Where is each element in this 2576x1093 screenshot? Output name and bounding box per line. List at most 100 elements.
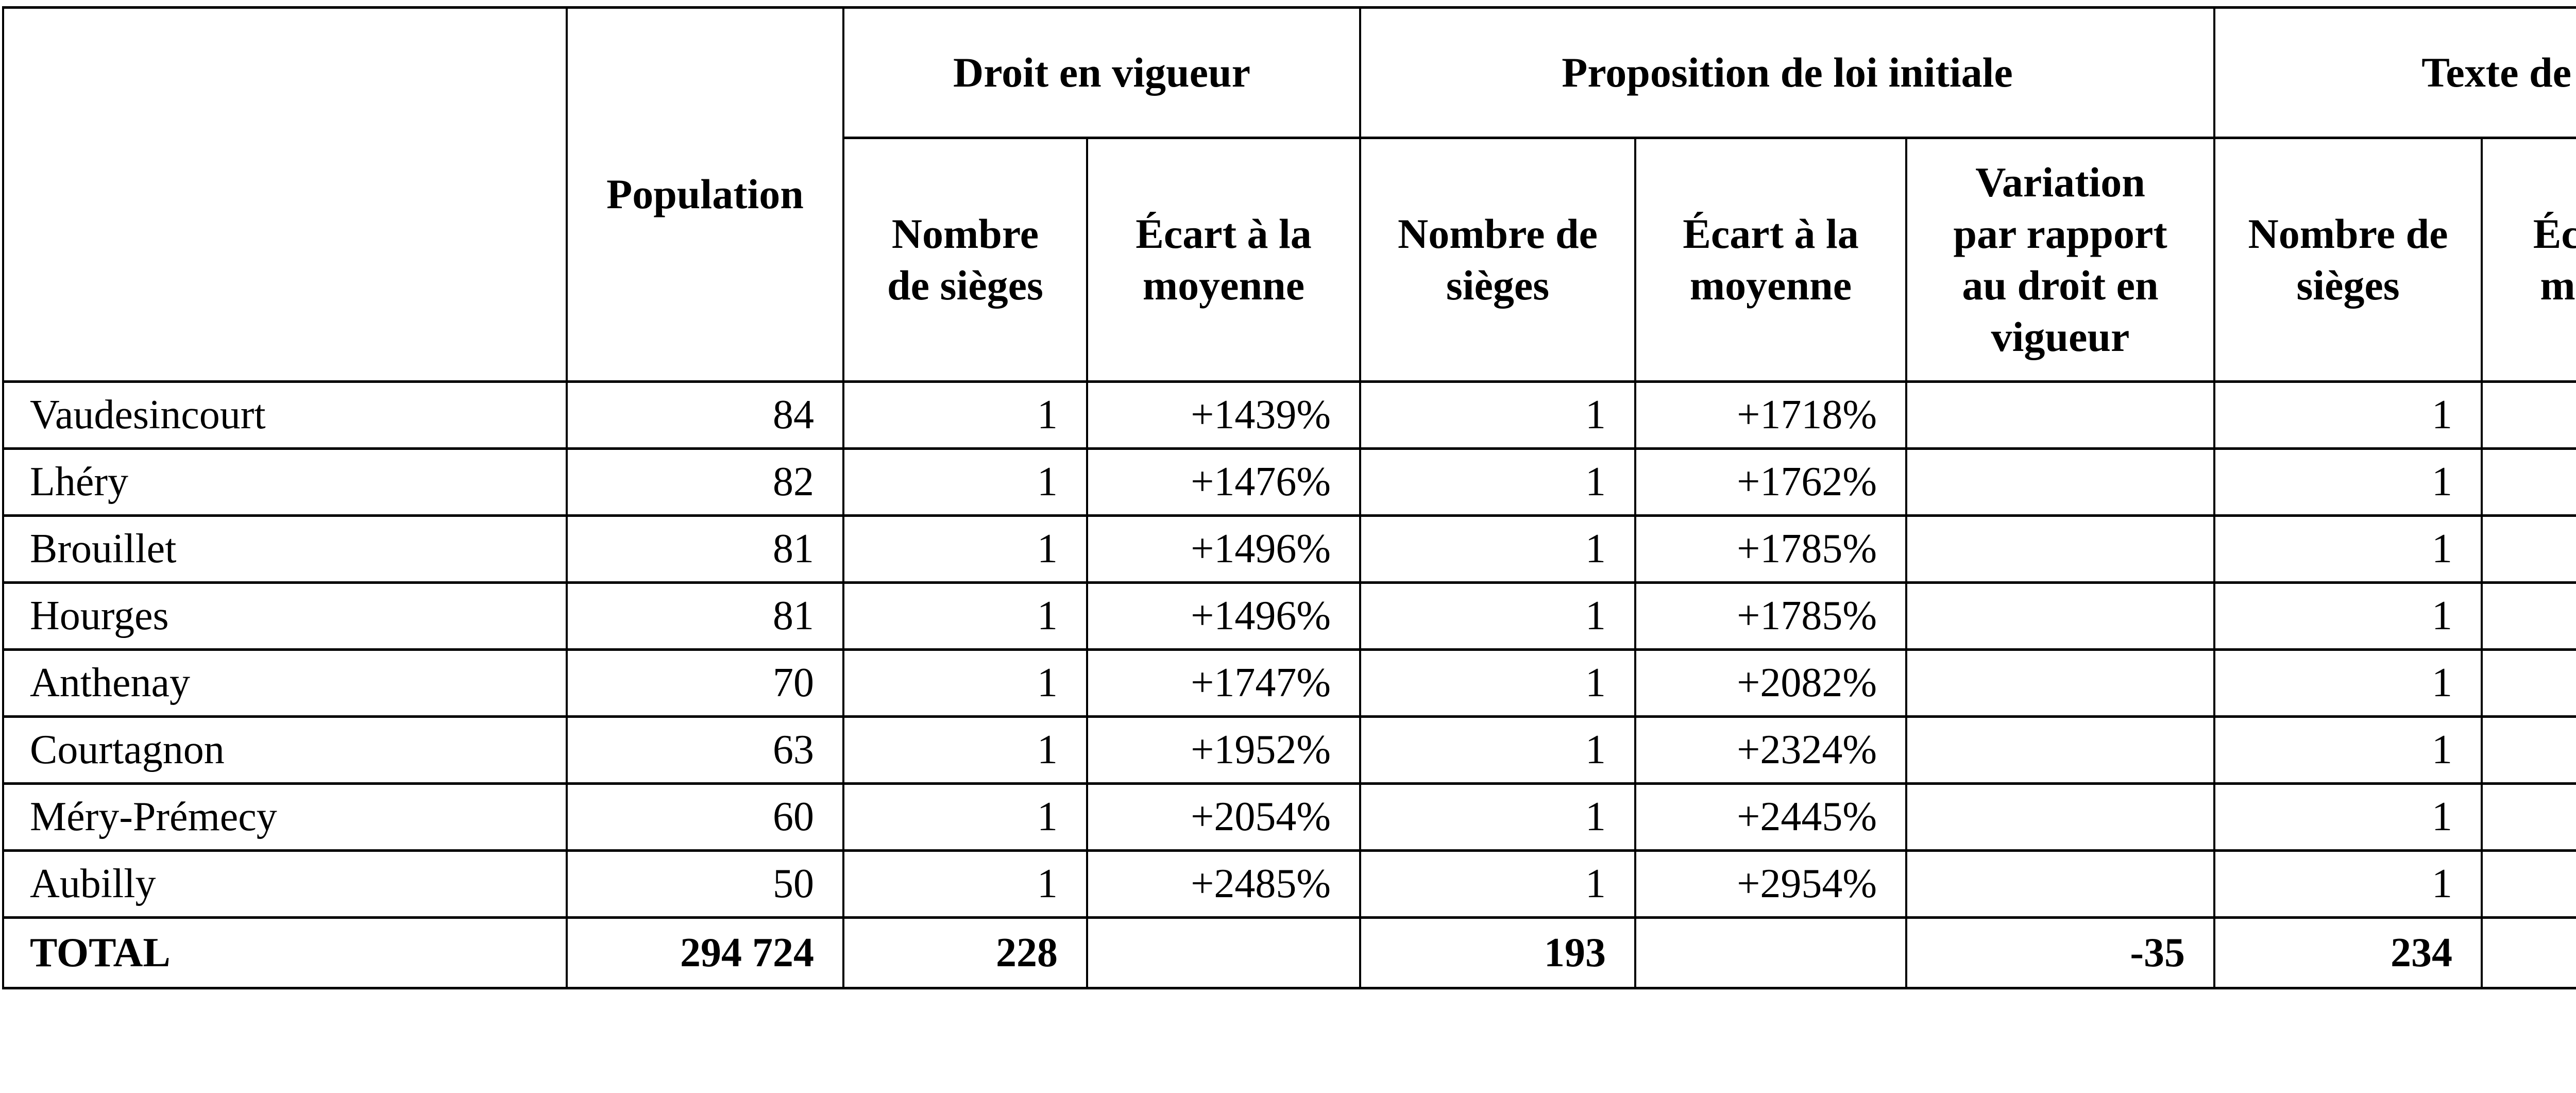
group-header-row: Population Droit en vigueur Proposition … (2, 6, 2576, 383)
gap-commission-cell: +1999% (2481, 782, 2576, 852)
variation-proposal-cell (1905, 514, 2216, 584)
population-cell: 70 (566, 648, 844, 718)
commune-name: Vaudesincourt (2, 380, 568, 450)
gap-current-cell: +1496% (1086, 514, 1362, 584)
seats-proposal-cell: 1 (1359, 715, 1637, 785)
gap-proposal-cell: +1762% (1634, 447, 1908, 517)
seat-allocation-table: Population Droit en vigueur Proposition … (2, 6, 2576, 989)
col-header-seats-commission: Nombre de sièges (2213, 137, 2483, 383)
gap-proposal-cell: +1785% (1634, 581, 1908, 651)
seats-commission-cell: 1 (2213, 514, 2483, 584)
population-cell: 50 (566, 849, 844, 919)
commune-name: Courtagnon (2, 715, 568, 785)
commune-name: Méry-Prémecy (2, 782, 568, 852)
table-header: Population Droit en vigueur Proposition … (2, 6, 2576, 383)
seats-current-cell: 1 (842, 849, 1088, 919)
gap-proposal-cell: +1718% (1634, 380, 1908, 450)
col-header-seats-proposal: Nombre de sièges (1359, 137, 1637, 383)
seats-current-cell: 228 (842, 916, 1088, 989)
seats-proposal-cell: 1 (1359, 648, 1637, 718)
corner-cell (2, 6, 568, 383)
seats-commission-cell: 1 (2213, 715, 2483, 785)
population-header: Population (566, 6, 844, 383)
gap-proposal-cell: +2954% (1634, 849, 1908, 919)
gap-proposal-cell: +2082% (1634, 648, 1908, 718)
gap-proposal-cell: +2324% (1634, 715, 1908, 785)
population-cell: 84 (566, 380, 844, 450)
variation-proposal-cell (1905, 380, 2216, 450)
population-cell: 294 724 (566, 916, 844, 989)
gap-commission-cell: +1699% (2481, 648, 2576, 718)
seats-proposal-cell: 1 (1359, 581, 1637, 651)
seats-current-cell: 1 (842, 782, 1088, 852)
seats-commission-cell: 234 (2213, 916, 2483, 989)
seats-commission-cell: 1 (2213, 447, 2483, 517)
total-label: TOTAL (2, 916, 568, 989)
variation-proposal-cell (1905, 715, 2216, 785)
col-header-gap-current: Écart à la moyenne (1086, 137, 1362, 383)
gap-commission-cell: +1899% (2481, 715, 2576, 785)
gap-commission-cell: +1455% (2481, 581, 2576, 651)
commune-name: Brouillet (2, 514, 568, 584)
gap-proposal-cell: +1785% (1634, 514, 1908, 584)
col-header-gap-proposal: Écart à la moyenne (1634, 137, 1908, 383)
gap-commission-cell: +1399% (2481, 380, 2576, 450)
seats-current-cell: 1 (842, 514, 1088, 584)
population-cell: 82 (566, 447, 844, 517)
group-header-texte-commission: Texte de la commission (2213, 6, 2576, 139)
table-body: Vaudesincourt841+1439%1+1718%1+1399%Lhér… (2, 380, 2576, 989)
seats-current-cell: 1 (842, 648, 1088, 718)
gap-current-cell: +2054% (1086, 782, 1362, 852)
seats-proposal-cell: 1 (1359, 447, 1637, 517)
seats-proposal-cell: 1 (1359, 380, 1637, 450)
gap-commission-cell: +1436% (2481, 447, 2576, 517)
commune-name: Lhéry (2, 447, 568, 517)
gap-current-cell: +1747% (1086, 648, 1362, 718)
seats-commission-cell: 1 (2213, 380, 2483, 450)
variation-proposal-cell (1905, 849, 2216, 919)
seats-current-cell: 1 (842, 380, 1088, 450)
seats-commission-cell: 1 (2213, 648, 2483, 718)
col-header-variation-proposal: Variation par rapport au droit en vigueu… (1905, 137, 2216, 383)
commune-name: Hourges (2, 581, 568, 651)
variation-proposal-cell (1905, 447, 2216, 517)
gap-current-cell: +1952% (1086, 715, 1362, 785)
seats-commission-cell: 1 (2213, 782, 2483, 852)
gap-current-cell: +1476% (1086, 447, 1362, 517)
group-header-droit-en-vigueur: Droit en vigueur (842, 6, 1362, 139)
gap-current-cell (1086, 916, 1362, 989)
gap-current-cell: +2485% (1086, 849, 1362, 919)
group-header-proposition-initiale: Proposition de loi initiale (1359, 6, 2216, 139)
seats-proposal-cell: 193 (1359, 916, 1637, 989)
population-cell: 81 (566, 514, 844, 584)
gap-proposal-cell (1634, 916, 1908, 989)
column-header-row: Nombre de sièges Écart à la moyenne Nomb… (3, 137, 2576, 383)
col-header-gap-commission: Écart à la moyenne (2481, 137, 2576, 383)
seats-proposal-cell: 1 (1359, 849, 1637, 919)
commune-name: Aubilly (2, 849, 568, 919)
seats-commission-cell: 1 (2213, 849, 2483, 919)
variation-proposal-cell (1905, 581, 2216, 651)
seats-current-cell: 1 (842, 447, 1088, 517)
gap-commission-cell (2481, 916, 2576, 989)
gap-current-cell: +1496% (1086, 581, 1362, 651)
variation-proposal-cell (1905, 782, 2216, 852)
seats-commission-cell: 1 (2213, 581, 2483, 651)
gap-commission-cell: +2419% (2481, 849, 2576, 919)
population-cell: 60 (566, 782, 844, 852)
commune-name: Anthenay (2, 648, 568, 718)
population-cell: 63 (566, 715, 844, 785)
gap-proposal-cell: +2445% (1634, 782, 1908, 852)
variation-proposal-cell (1905, 648, 2216, 718)
seats-proposal-cell: 1 (1359, 782, 1637, 852)
seats-current-cell: 1 (842, 715, 1088, 785)
